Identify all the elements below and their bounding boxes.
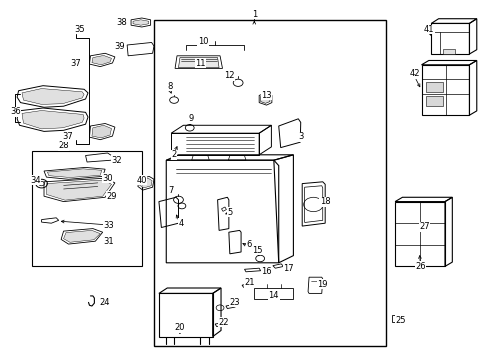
Polygon shape xyxy=(92,55,111,65)
Text: 38: 38 xyxy=(116,18,126,27)
Text: 21: 21 xyxy=(244,278,254,287)
Polygon shape xyxy=(133,20,148,25)
Text: 37: 37 xyxy=(62,132,73,141)
Text: 24: 24 xyxy=(100,298,110,307)
Text: 16: 16 xyxy=(261,267,271,276)
Polygon shape xyxy=(139,178,152,188)
Text: 30: 30 xyxy=(102,174,113,183)
Text: 42: 42 xyxy=(408,69,419,78)
Polygon shape xyxy=(63,230,100,242)
Text: 29: 29 xyxy=(106,192,117,201)
Text: 14: 14 xyxy=(268,291,279,300)
Polygon shape xyxy=(22,111,84,129)
Text: 35: 35 xyxy=(74,25,85,34)
Text: 18: 18 xyxy=(319,197,330,206)
Text: 40: 40 xyxy=(136,176,147,185)
Bar xyxy=(154,20,386,346)
Text: 19: 19 xyxy=(317,280,327,289)
Text: 41: 41 xyxy=(423,25,434,34)
Text: 22: 22 xyxy=(218,318,229,327)
Text: 11: 11 xyxy=(195,59,205,68)
Polygon shape xyxy=(260,95,269,103)
Text: 5: 5 xyxy=(227,208,232,217)
Polygon shape xyxy=(22,89,84,104)
Polygon shape xyxy=(442,49,454,54)
Text: 23: 23 xyxy=(229,298,240,307)
Text: 6: 6 xyxy=(246,240,251,249)
Text: 32: 32 xyxy=(111,156,122,165)
Text: 34: 34 xyxy=(30,176,41,185)
Text: 39: 39 xyxy=(114,42,125,51)
Polygon shape xyxy=(178,58,219,68)
Polygon shape xyxy=(46,180,111,200)
Text: 13: 13 xyxy=(261,91,271,100)
Text: 12: 12 xyxy=(224,71,235,80)
Polygon shape xyxy=(426,82,442,92)
Polygon shape xyxy=(92,125,111,138)
Text: 1: 1 xyxy=(251,10,256,19)
Text: 15: 15 xyxy=(252,246,263,255)
Text: 26: 26 xyxy=(414,262,425,271)
Text: 20: 20 xyxy=(174,323,185,332)
Text: 2: 2 xyxy=(171,150,176,159)
Text: 25: 25 xyxy=(395,316,406,325)
Text: 27: 27 xyxy=(418,222,429,231)
Text: 9: 9 xyxy=(188,114,193,123)
Text: 7: 7 xyxy=(168,186,173,195)
Text: 17: 17 xyxy=(283,264,293,273)
Text: 36: 36 xyxy=(10,107,21,116)
Text: 37: 37 xyxy=(70,59,81,68)
Text: 10: 10 xyxy=(197,37,208,46)
Text: 33: 33 xyxy=(103,220,114,230)
Polygon shape xyxy=(426,96,442,106)
Text: 8: 8 xyxy=(167,82,172,91)
Text: 28: 28 xyxy=(58,141,69,150)
Text: 31: 31 xyxy=(103,237,114,246)
Text: 4: 4 xyxy=(178,219,183,228)
Text: 3: 3 xyxy=(298,132,303,141)
Bar xyxy=(32,151,142,266)
Polygon shape xyxy=(47,169,102,177)
